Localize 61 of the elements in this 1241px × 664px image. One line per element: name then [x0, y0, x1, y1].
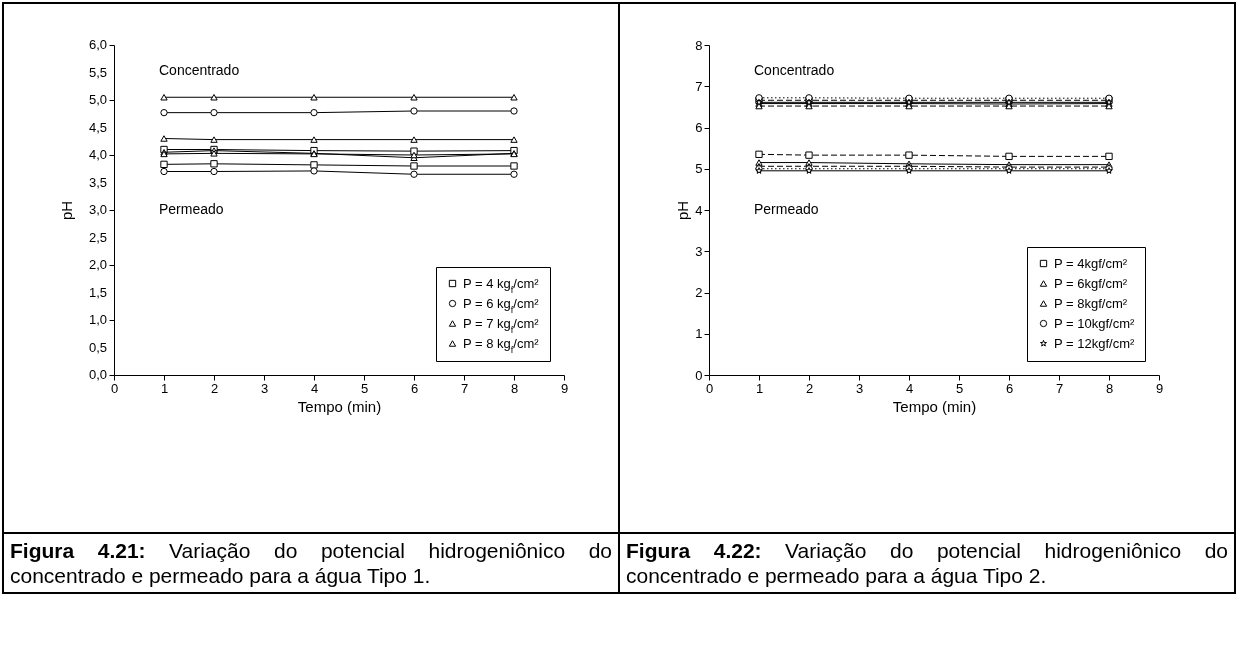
- x-tick-label: 6: [1005, 380, 1014, 396]
- y-tick-label: 4: [695, 202, 703, 218]
- x-tick-label: 9: [560, 380, 569, 396]
- x-tick-label: 8: [1105, 380, 1114, 396]
- x-tick-label: 9: [1155, 380, 1164, 396]
- x-tick-label: 6: [410, 380, 419, 396]
- annotation: Concentrado: [159, 62, 240, 79]
- y-tick-label: 1: [695, 326, 703, 342]
- legend-label: P = 8kgf/cm²: [1054, 295, 1128, 311]
- y-tick-label: 2: [695, 285, 703, 300]
- y-tick-label: 2,0: [88, 257, 107, 272]
- y-tick-label: 0,0: [88, 367, 107, 382]
- legend-label: P = 10kgf/cm²: [1054, 315, 1135, 331]
- annotation: Permeado: [159, 201, 224, 217]
- y-tick-label: 2,5: [88, 229, 107, 245]
- x-tick-label: 4: [310, 380, 319, 396]
- annotation: Concentrado: [754, 62, 835, 79]
- x-tick-label: 0: [110, 380, 119, 396]
- x-tick-label: 3: [260, 380, 269, 396]
- x-tick-label: 8: [510, 380, 519, 396]
- y-axis-title: pH: [58, 200, 75, 221]
- y-tick-label: 5: [695, 161, 703, 177]
- y-tick-label: 0,5: [88, 339, 107, 355]
- legend-label: P = 4kgf/cm²: [1054, 255, 1128, 271]
- legend-label: P = 4 kg$_{f}$/cm²: [463, 275, 540, 295]
- y-tick-label: 1,0: [88, 312, 107, 327]
- x-tick-label: 1: [160, 380, 169, 396]
- y-tick-label: 0: [695, 367, 703, 383]
- legend-label: P = 7 kg$_{f}$/cm²: [463, 315, 540, 335]
- y-tick-label: 3: [695, 243, 703, 259]
- text: Figura 4.21: Variação do potencial hidrogeniônico do concentrado e permeado para a água Tipo 1.: [9, 538, 613, 589]
- x-tick-label: 2: [805, 380, 814, 396]
- x-tick-label: 4: [905, 380, 914, 396]
- y-tick-label: 5,5: [88, 64, 107, 80]
- legend-label: P = 6 kg$_{f}$/cm²: [463, 295, 540, 315]
- y-tick-label: 5,0: [88, 92, 107, 107]
- x-tick-label: 5: [955, 380, 964, 396]
- legend-label: P = 12kgf/cm²: [1054, 335, 1135, 351]
- y-tick-label: 4,5: [88, 119, 107, 135]
- x-tick-label: 7: [460, 380, 469, 396]
- text: Figura 4.22: Variação do potencial hidrogeniônico do concentrado e permeado para a água Tipo 2.: [625, 538, 1229, 589]
- x-tick-label: 1: [755, 380, 764, 396]
- y-tick-label: 8: [695, 37, 703, 53]
- x-tick-label: 0: [705, 380, 714, 396]
- x-axis-title: Tempo (min): [297, 397, 382, 415]
- x-tick-label: 7: [1055, 380, 1064, 396]
- y-tick-label: 4,0: [88, 147, 107, 162]
- legend-label: P = 8 kg$_{f}$/cm²: [463, 335, 540, 355]
- y-tick-label: 6,0: [88, 37, 107, 52]
- y-tick-label: 3,5: [88, 174, 107, 190]
- x-axis-title: Tempo (min): [892, 397, 977, 415]
- y-tick-label: 1,5: [88, 284, 107, 300]
- legend-label: P = 6kgf/cm²: [1054, 275, 1128, 291]
- x-tick-label: 2: [210, 380, 219, 396]
- y-tick-label: 6: [695, 120, 703, 135]
- x-tick-label: 3: [855, 380, 864, 396]
- y-tick-label: 3,0: [88, 202, 107, 217]
- annotation: Permeado: [754, 201, 819, 217]
- y-axis-title: pH: [674, 200, 692, 221]
- x-tick-label: 5: [360, 380, 369, 396]
- y-tick-label: 7: [695, 78, 703, 94]
